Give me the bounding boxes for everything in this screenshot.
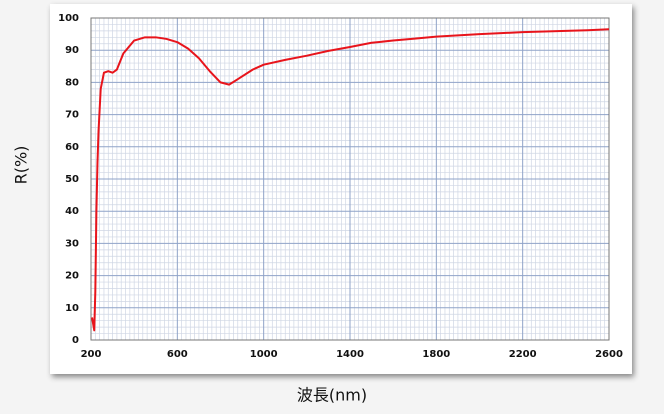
y-tick-label: 10 (65, 303, 79, 314)
chart-frame (50, 4, 632, 374)
y-tick-label: 90 (65, 45, 79, 56)
y-tick-label: 70 (65, 110, 79, 121)
x-tick-label: 600 (167, 349, 188, 360)
x-tick-label: 2200 (509, 349, 537, 360)
x-axis-label: 波長(nm) (297, 386, 367, 405)
y-tick-label: 30 (65, 238, 79, 249)
x-tick-label: 200 (81, 349, 102, 360)
y-tick-label: 20 (65, 271, 79, 282)
y-tick-label: 100 (58, 13, 79, 24)
y-tick-label: 60 (65, 142, 79, 153)
x-tick-label: 2600 (595, 349, 623, 360)
data-line (91, 28, 610, 332)
y-tick-label: 50 (65, 174, 79, 185)
y-tick-label: 0 (72, 335, 79, 346)
y-tick-label: 80 (65, 77, 79, 88)
x-tick-label: 1000 (250, 349, 278, 360)
x-tick-label: 1800 (422, 349, 450, 360)
x-tick-label: 1400 (336, 349, 364, 360)
y-axis-label: R(%) (12, 146, 31, 185)
plot-border (90, 17, 610, 341)
y-tick-label: 40 (65, 206, 79, 217)
